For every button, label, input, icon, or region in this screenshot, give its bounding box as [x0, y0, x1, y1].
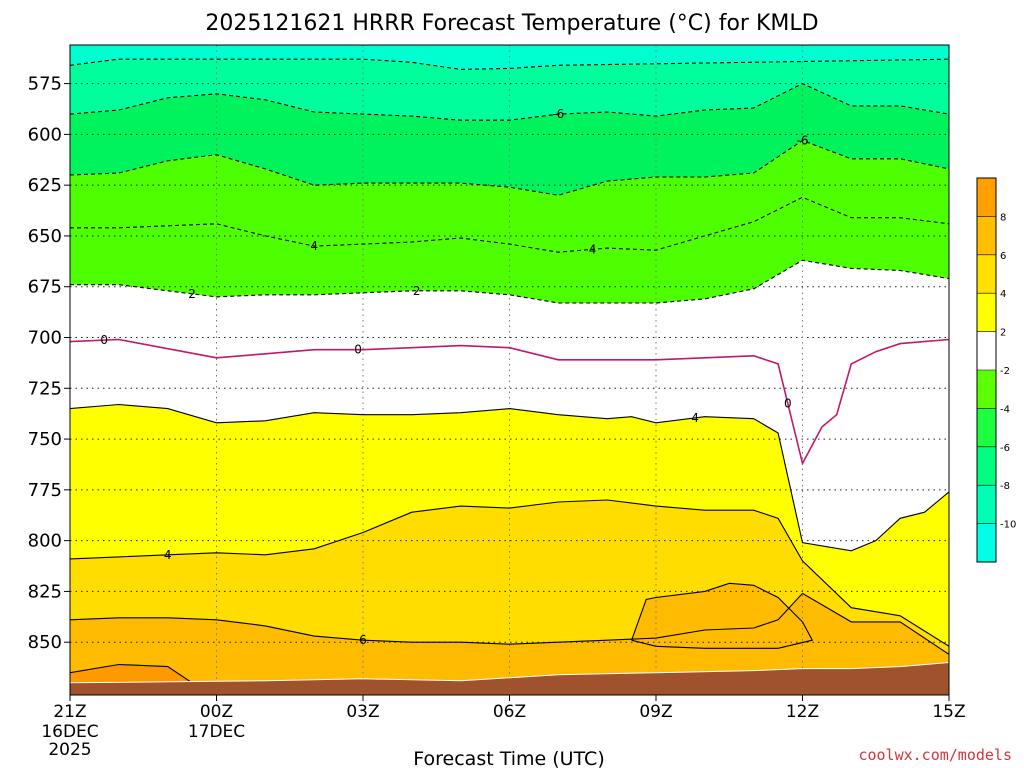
x-tick-label: 12Z	[786, 702, 819, 722]
contour-line	[70, 196, 949, 253]
band-above-8	[70, 664, 193, 687]
y-axis: 575 600 625 650 675 700 725 750 775 800 825 850	[28, 74, 70, 653]
credit-text: coolwx.com/models	[858, 746, 1012, 764]
contour-line	[70, 259, 949, 304]
contour-line	[70, 663, 193, 684]
x-tick-sublabel: 2025	[48, 740, 91, 760]
y-tick-label: 600	[28, 124, 62, 145]
contour-line	[70, 403, 949, 552]
contour-label: 0	[354, 343, 362, 357]
x-tick-sublabel: 16DEC	[41, 722, 98, 742]
colorbar-band	[977, 178, 996, 217]
colorbar-band	[977, 216, 996, 255]
y-tick-label: 575	[28, 74, 62, 95]
band-warm-pocket	[631, 583, 813, 649]
contour-line	[70, 139, 949, 196]
y-tick-label: 625	[28, 175, 62, 196]
x-tick-label: 09Z	[639, 702, 672, 722]
x-tick-label: 06Z	[493, 702, 526, 722]
contour-line	[70, 82, 949, 121]
x-axis-label: Forecast Time (UTC)	[413, 748, 604, 768]
colorbar-tick-label: 4	[1000, 289, 1006, 300]
y-tick-label: 650	[28, 226, 62, 247]
colorbar-tick-label: 8	[1000, 212, 1006, 223]
contour-label: 4	[589, 242, 597, 256]
x-tick-sublabel: 17DEC	[188, 722, 245, 742]
band-near-zero	[70, 260, 949, 551]
colorbar-tick-label: -10	[1000, 520, 1016, 531]
contour-label: 0	[784, 397, 792, 411]
colorbar-band	[977, 523, 996, 562]
contour-label: 4	[164, 548, 172, 562]
ground-layer	[70, 661, 949, 695]
colorbar-band	[977, 408, 996, 447]
colorbar-band	[977, 331, 996, 370]
band-minus2-green	[70, 197, 949, 303]
contour-line	[70, 499, 949, 647]
plot-area	[70, 45, 949, 695]
y-tick-label: 700	[28, 328, 62, 349]
y-tick-label: 800	[28, 531, 62, 552]
contour-line	[70, 338, 949, 466]
contour-label: 2	[413, 284, 421, 298]
y-tick-label: 750	[28, 429, 62, 450]
band-6-to-8	[70, 593, 949, 683]
colorbar-tick-label: -6	[1000, 443, 1010, 454]
x-tick-label: 03Z	[346, 702, 379, 722]
colorbar-tick-label: 6	[1000, 251, 1006, 262]
contour-label: 6	[359, 633, 367, 647]
colorbar-band	[977, 293, 996, 332]
contour-line	[70, 58, 949, 70]
y-tick-label: 850	[28, 632, 62, 653]
contour-lines	[70, 58, 949, 684]
contour-label: 2	[188, 287, 196, 301]
ground-surface	[70, 661, 949, 695]
temperature-fill-layer	[70, 45, 949, 687]
colorbar-tick-label: -8	[1000, 481, 1010, 492]
colorbar-tick-label: 2	[1000, 328, 1006, 339]
y-tick-label: 725	[28, 378, 62, 399]
contour-labels: -6 -6 4 2 0 0 0 4 4 4 6 2	[100, 107, 809, 647]
colorbar-tick-label: -2	[1000, 366, 1010, 377]
x-tick-label: 21Z	[53, 702, 86, 722]
contour-line	[631, 582, 814, 649]
colorbar-tick-label: -4	[1000, 404, 1010, 415]
x-tick-label: 00Z	[200, 702, 233, 722]
contour-label: -6	[797, 133, 809, 147]
contour-line	[70, 592, 949, 655]
y-tick-label: 825	[28, 581, 62, 602]
colorbar-band	[977, 370, 996, 409]
colorbar-band	[977, 446, 996, 486]
contour-label: 4	[310, 239, 318, 253]
y-tick-label: 775	[28, 480, 62, 501]
contour-label: -6	[552, 107, 564, 121]
band-2-to-4	[70, 404, 949, 647]
colorbar-band	[977, 254, 996, 294]
contour-label: 0	[100, 333, 108, 347]
x-tick-label: 15Z	[932, 702, 965, 722]
colorbar-band	[977, 485, 996, 524]
colorbar: 8 6 4 2 -2 -4 -6 -8 -10	[976, 177, 1016, 563]
band-minus4-minus2	[70, 140, 949, 253]
chart-title: 2025121621 HRRR Forecast Temperature (°C…	[205, 11, 818, 36]
contour-label: 4	[691, 411, 699, 425]
y-tick-label: 675	[28, 277, 62, 298]
